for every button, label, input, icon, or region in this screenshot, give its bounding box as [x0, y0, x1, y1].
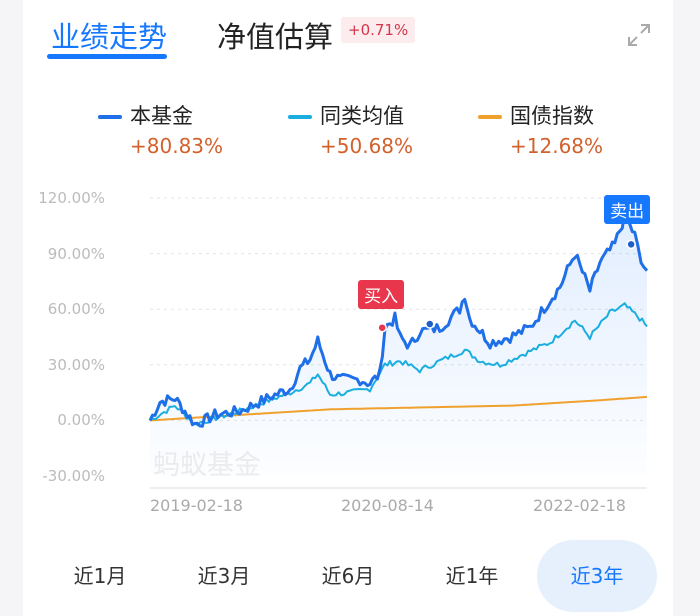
- tab-performance[interactable]: 业绩走势: [51, 20, 168, 54]
- active-tab-indicator: [47, 54, 167, 59]
- y-tick: -30.00%: [42, 467, 105, 485]
- sell-marker: 卖出: [604, 195, 651, 224]
- y-tick: 60.00%: [47, 300, 105, 318]
- legend-swatch: [98, 115, 122, 119]
- buy-point: [377, 322, 387, 333]
- estimate-change-badge: +0.71%: [341, 17, 416, 43]
- legend-label: 国债指数: [510, 104, 594, 128]
- range-1y[interactable]: 近1年: [445, 564, 499, 588]
- sell-point: [626, 239, 636, 250]
- legend-value: +80.83%: [130, 134, 224, 158]
- x-tick: 2022-02-18: [533, 496, 626, 515]
- fund-area: [150, 211, 647, 476]
- y-tick: 0.00%: [57, 411, 105, 429]
- legend-label: 同类均值: [320, 104, 404, 128]
- expand-icon[interactable]: [626, 22, 652, 48]
- x-tick: 2019-02-18: [150, 496, 243, 515]
- tab-estimate[interactable]: 净值估算: [217, 20, 334, 54]
- trade-point: [425, 319, 435, 329]
- performance-chart[interactable]: [23, 0, 673, 530]
- legend-swatch: [288, 115, 312, 119]
- x-tick: 2020-08-14: [341, 496, 434, 515]
- range-6m[interactable]: 近6月: [321, 564, 375, 588]
- y-tick: 90.00%: [47, 245, 105, 263]
- legend-bond-index[interactable]: 国债指数 +12.68%: [478, 100, 603, 158]
- y-tick: 30.00%: [47, 356, 105, 374]
- series-line-0: [148, 209, 649, 428]
- legend-value: +12.68%: [510, 134, 604, 158]
- y-tick: 120.00%: [38, 189, 105, 207]
- range-3y[interactable]: 近3年: [537, 540, 657, 612]
- range-3m[interactable]: 近3月: [197, 564, 251, 588]
- fund-performance-card: 业绩走势 净值估算 +0.71% 本基金 +80.83% 同类均值 +50.68% …: [23, 0, 673, 616]
- range-1m[interactable]: 近1月: [73, 564, 127, 588]
- legend-swatch: [478, 115, 502, 119]
- legend-category-avg[interactable]: 同类均值 +50.68%: [288, 100, 413, 158]
- legend-label: 本基金: [130, 104, 193, 128]
- buy-marker: 买入: [358, 279, 405, 309]
- legend-fund[interactable]: 本基金 +80.83%: [98, 100, 223, 158]
- legend-value: +50.68%: [320, 134, 414, 158]
